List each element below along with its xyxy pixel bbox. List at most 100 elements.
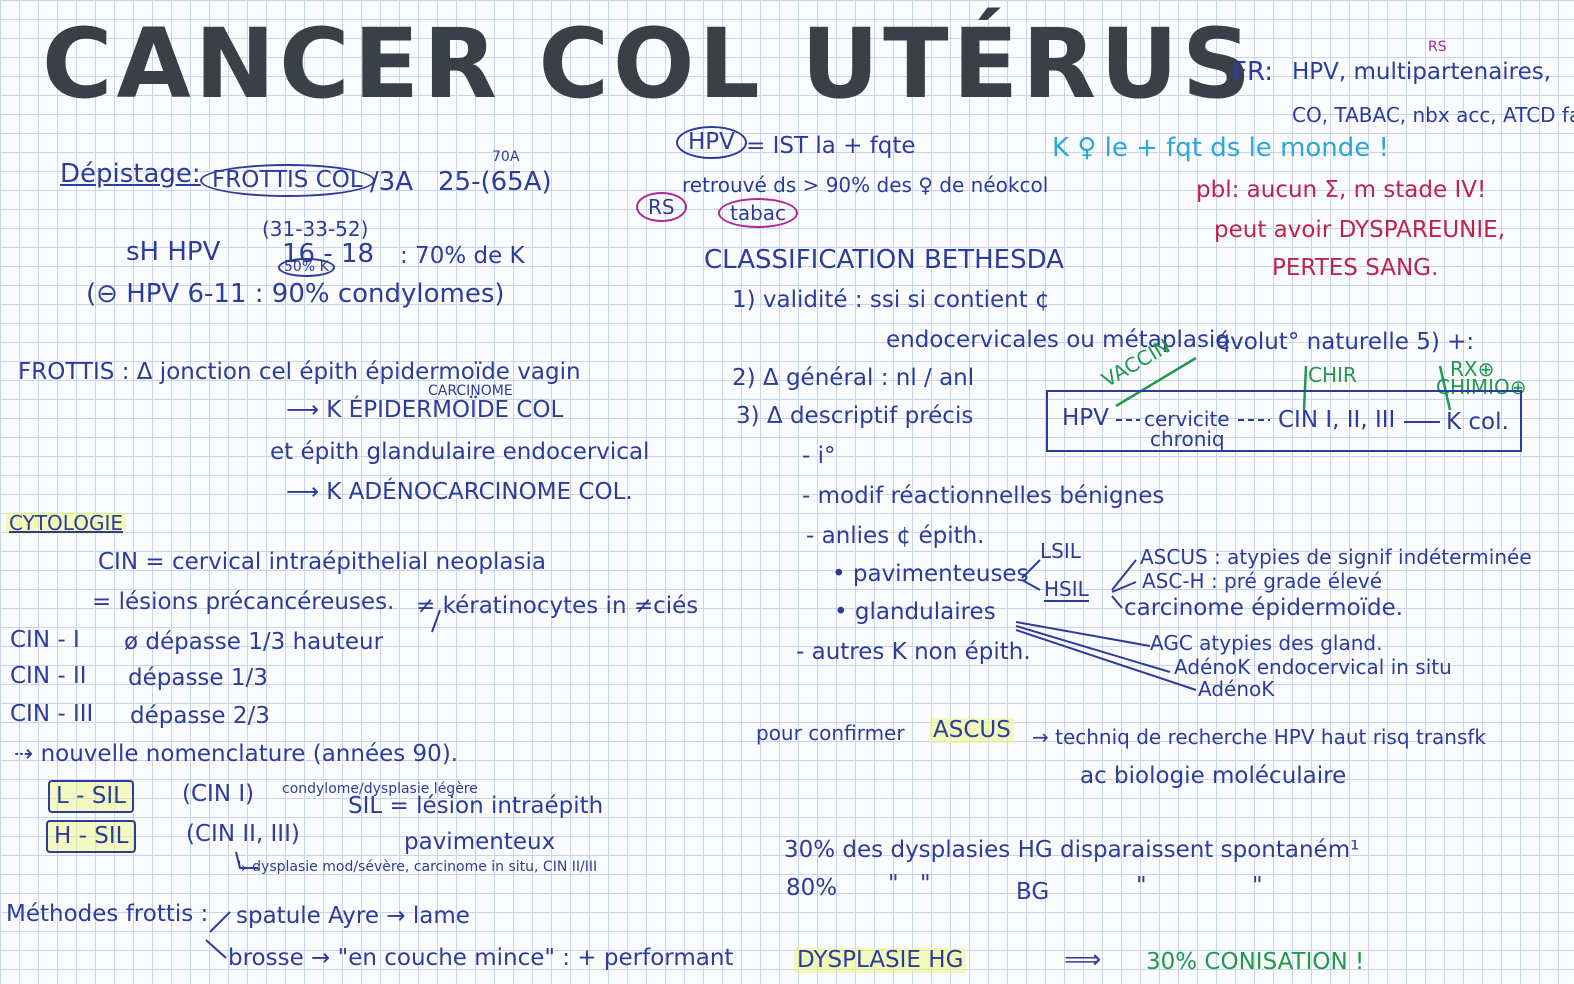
probleme-line1: pbl: aucun Σ, m stade IV! <box>1196 177 1487 203</box>
methodes-line1: spatule Ayre → lame <box>236 903 470 929</box>
hpv-types-line2: (⊖ HPV 6-11 : 90% condylomes) <box>86 279 505 309</box>
bethesda-sub-autres: - autres K non épith. <box>796 639 1031 665</box>
hpv-line2: retrouvé ds > 90% des ♀ de néokcol <box>682 173 1049 197</box>
frottis-line1: FROTTIS : Δ jonction cel épith épidermoï… <box>18 359 581 385</box>
tabac-oval: tabac <box>718 198 799 228</box>
lsil-box: L - SIL <box>48 780 134 814</box>
fr-line1: HPV, multipartenaires, <box>1292 59 1552 85</box>
dysplasie-line2-bg: BG <box>1016 879 1050 905</box>
vaccin-arrow <box>1115 356 1197 408</box>
hpv-types-sub: 50% K <box>278 258 335 278</box>
frottis-line2: ⟶ K ÉPIDERMOÏDE COL <box>286 397 564 423</box>
cin2-label: CIN - II <box>10 663 87 689</box>
bethesda-item2: 2) Δ général : nl / anl <box>732 365 975 391</box>
dysplasie-ditto-3: " <box>1136 873 1147 899</box>
ascus-confirm-ascus: ASCUS <box>930 717 1014 744</box>
bethesda-sub-io: - i° <box>802 443 836 469</box>
connector-lsil <box>1021 559 1041 579</box>
bethesda-hsil: HSIL <box>1044 577 1089 602</box>
fr-line2: CO, TABAC, nbx acc, ATCD fam <box>1292 103 1574 127</box>
bethesda-sub-anlies: - anlies ¢ épith. <box>806 523 985 549</box>
probleme-line2: peut avoir DYSPAREUNIE, <box>1214 217 1506 243</box>
frottis-carcinome-sup: CARCINOME <box>428 383 513 399</box>
lsil-text: (CIN I) <box>182 781 255 807</box>
hpv-line1: = IST la + fqte <box>746 133 916 159</box>
cin-keratino: ≠ kératinocytes in ≠ciés <box>416 593 699 619</box>
bethesda-sub-modif: - modif réactionnelles bénignes <box>802 483 1165 509</box>
k-monde-note: K ♀ le + fqt ds le monde ! <box>1052 133 1389 163</box>
depistage-interval: /3A <box>370 167 414 197</box>
hpv-types-sup: (31-33-52) <box>262 217 369 241</box>
flow-kcol: K col. <box>1446 409 1509 435</box>
cin1-label: CIN - I <box>10 627 80 653</box>
evolution-flow-box <box>1046 390 1522 452</box>
connector-methodes <box>205 911 231 959</box>
dysplasie-final-text: 30% CONISATION ! <box>1146 949 1365 975</box>
cin3-text: dépasse 2/3 <box>130 703 270 729</box>
bethesda-item1b: endocervicales ou métaplasiq <box>886 327 1230 353</box>
bethesda-adenok-situ: AdénoK endocervical in situ <box>1174 655 1452 679</box>
hsil-note: ↳ dysplasie mod/sévère, carcinome in sit… <box>236 859 598 875</box>
ascus-confirm-line2: ac biologie moléculaire <box>1080 763 1347 789</box>
hpv-types-suffix: : 70% de K <box>400 243 525 269</box>
frottis-oval: FROTTIS COL <box>200 164 375 198</box>
bethesda-item1: 1) validité : ssi si contient ¢ <box>732 287 1050 313</box>
flow-hpv: HPV <box>1062 405 1109 431</box>
bethesda-agc: AGC atypies des gland. <box>1150 631 1383 655</box>
connector-hsil-note <box>235 851 258 869</box>
methodes-line2: brosse → "en couche mince" : + performan… <box>228 945 734 971</box>
bethesda-carcinome-epid: carcinome épidermoïde. <box>1124 595 1404 621</box>
page-title: CANCER COL UTÉRUS <box>42 8 1256 120</box>
connector-adenok <box>1015 629 1197 691</box>
hsil-text: (CIN II, III) <box>186 821 300 847</box>
dysplasie-line2-pct: 80% <box>786 875 838 901</box>
flow-cervicite: cervicite <box>1144 407 1230 431</box>
sil-definition: SIL = lésion intraépith <box>348 793 604 819</box>
depistage-label: Dépistage: <box>60 159 201 189</box>
bethesda-ascus: ASCUS : atypies de signif indéterminée <box>1140 545 1532 569</box>
bethesda-glandulaires: • glandulaires <box>834 599 996 625</box>
fr-label: FR: <box>1232 57 1273 87</box>
connector-ascus <box>1111 559 1137 609</box>
connector-agc <box>1015 621 1151 647</box>
cytologie-heading: CYTOLOGIE <box>6 512 126 534</box>
cin1-text: ø dépasse 1/3 hauteur <box>124 629 384 655</box>
rx-arrow <box>1438 365 1452 411</box>
dysplasie-ditto-2: " <box>920 871 931 897</box>
cin-definition: CIN = cervical intraépithelial neoplasia <box>98 549 546 575</box>
ascus-confirm-prefix: pour confirmer <box>756 721 905 745</box>
flow-cin: CIN I, II, III <box>1278 407 1396 433</box>
flow-chronique: chroniq <box>1150 427 1225 451</box>
evolution-heading: évolut° naturelle 5) +: <box>1216 329 1475 355</box>
chir-label: CHIR <box>1308 363 1357 387</box>
rs-oval: RS <box>636 192 687 222</box>
frottis-line3: et épith glandulaire endocervical <box>270 439 650 465</box>
lsil-note: condylome/dysplasie légère <box>282 781 478 797</box>
depistage-age-sup: 70A <box>492 149 520 165</box>
frottis-line4: ⟶ K ADÉNOCARCINOME COL. <box>286 479 633 505</box>
pavimenteux-note: pavimenteux <box>404 829 556 855</box>
cin3-label: CIN - III <box>10 701 94 727</box>
methodes-label: Méthodes frottis : <box>6 901 209 927</box>
dysplasie-line1: 30% des dysplasies HG disparaissent spon… <box>784 837 1360 863</box>
cin-lesions: = lésions précancéreuses. <box>92 589 395 615</box>
dysplasie-final-arrow: ⟹ <box>1064 945 1102 975</box>
cin2-text: dépasse 1/3 <box>128 665 268 691</box>
dysplasie-final-label: DYSPLASIE HG <box>794 947 967 974</box>
bethesda-asch: ASC-H : pré grade élevé <box>1142 569 1383 593</box>
nomenclature: ⇢ nouvelle nomenclature (années 90). <box>14 741 459 767</box>
chir-arrow <box>1302 365 1308 411</box>
connector-adenok-situ <box>1015 625 1171 673</box>
bethesda-pavimenteuses: • pavimenteuses <box>832 561 1029 587</box>
connector-hsil <box>1021 579 1041 591</box>
bethesda-item3: 3) Δ descriptif précis <box>736 403 974 429</box>
ascus-confirm-suffix: → techniq de recherche HPV haut risq tra… <box>1032 725 1486 749</box>
bethesda-adenok: AdénoK <box>1198 677 1275 701</box>
connector-keratino <box>431 609 441 633</box>
fr-rs-superscript: RS <box>1428 39 1447 55</box>
bethesda-lsil: LSIL <box>1040 539 1081 563</box>
hpv-oval: HPV <box>676 126 747 160</box>
bethesda-heading: CLASSIFICATION BETHESDA <box>704 245 1064 275</box>
hpv-types-prefix: sH HPV <box>126 237 221 267</box>
